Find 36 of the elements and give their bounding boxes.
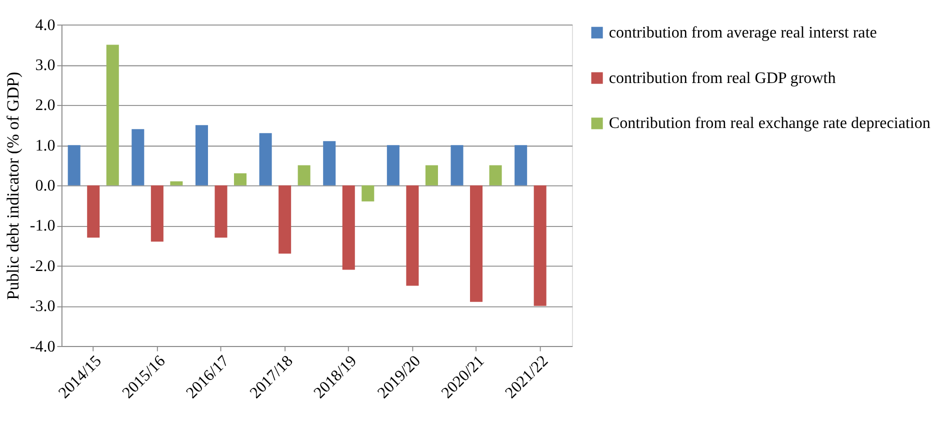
bar [132, 129, 144, 186]
y-tick-label: 3.0 [35, 56, 56, 74]
y-tick-label: 4.0 [35, 16, 56, 34]
bar [514, 145, 528, 186]
bar [234, 173, 247, 186]
bar [386, 145, 400, 186]
y-axis-title: Public debt indicator (% of GDP) [4, 72, 23, 300]
bar [450, 145, 464, 186]
bar [68, 145, 80, 186]
bar [534, 185, 546, 306]
bar [489, 165, 502, 186]
bar [195, 125, 208, 186]
bar [406, 185, 419, 286]
bar [362, 185, 374, 202]
bar [298, 165, 310, 186]
bar [259, 133, 272, 186]
bar [323, 141, 336, 186]
y-tick-label: 0.0 [35, 178, 56, 195]
legend-label: contribution from real GDP growth [608, 70, 836, 87]
bar [214, 185, 228, 238]
y-tick-label: -3.0 [30, 298, 56, 316]
y-tick-label: 1.0 [35, 137, 56, 154]
bar [170, 181, 183, 186]
bar [342, 185, 355, 270]
bar [106, 44, 119, 186]
y-tick-label: -1.0 [30, 218, 56, 235]
legend-label: contribution from average real interst rate [608, 24, 877, 42]
bar [87, 185, 100, 238]
legend-label: Contribution from real exchange rate depreciation [608, 115, 930, 132]
bar [425, 165, 438, 186]
y-tick-label: 2.0 [35, 97, 56, 114]
y-tick-label: -4.0 [30, 338, 56, 356]
bar [150, 185, 164, 242]
y-tick-label: -2.0 [30, 258, 56, 275]
bar [278, 185, 292, 254]
bar [470, 185, 483, 302]
